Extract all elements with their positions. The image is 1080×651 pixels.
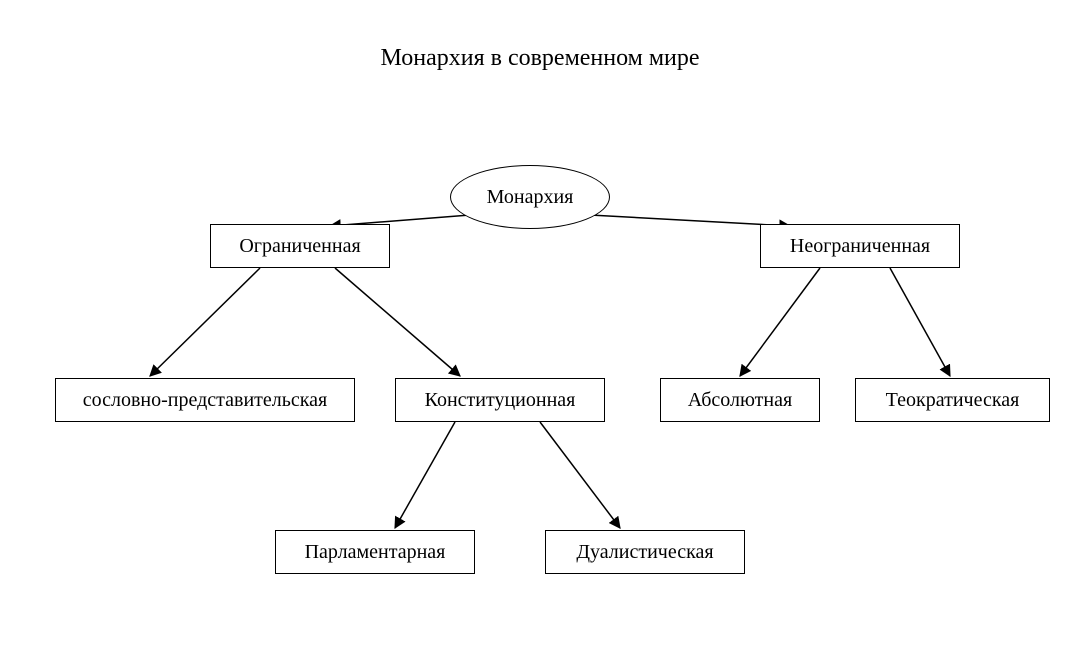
node-dualistic: Дуалистическая (545, 530, 745, 574)
diagram-title: Монархия в современном мире (0, 45, 1080, 72)
node-absolute: Абсолютная (660, 378, 820, 422)
node-theocratic: Теократическая (855, 378, 1050, 422)
node-absolute-label: Абсолютная (688, 389, 792, 412)
node-estate-representative: сословно-представительская (55, 378, 355, 422)
node-estate-representative-label: сословно-представительская (83, 389, 328, 412)
node-theocratic-label: Теократическая (886, 389, 1020, 412)
edge-konst-to-parl (395, 422, 455, 528)
node-root: Монархия (450, 165, 610, 229)
edge-lim-to-sosl (150, 268, 260, 376)
node-parliamentary-label: Парламентарная (305, 541, 446, 564)
node-limited: Ограниченная (210, 224, 390, 268)
edge-unlim-to-teo (890, 268, 950, 376)
edge-lim-to-konst (335, 268, 460, 376)
node-unlimited-label: Неограниченная (790, 235, 930, 258)
node-parliamentary: Парламентарная (275, 530, 475, 574)
diagram-canvas: Монархия в современном мире Монархия Огр… (0, 0, 1080, 651)
node-limited-label: Ограниченная (239, 235, 360, 258)
node-root-label: Монархия (487, 186, 574, 209)
node-constitutional: Конституционная (395, 378, 605, 422)
edge-konst-to-dual (540, 422, 620, 528)
node-constitutional-label: Конституционная (425, 389, 576, 412)
node-dualistic-label: Дуалистическая (576, 541, 713, 564)
node-unlimited: Неограниченная (760, 224, 960, 268)
edges-layer (0, 0, 1080, 651)
edge-unlim-to-abs (740, 268, 820, 376)
